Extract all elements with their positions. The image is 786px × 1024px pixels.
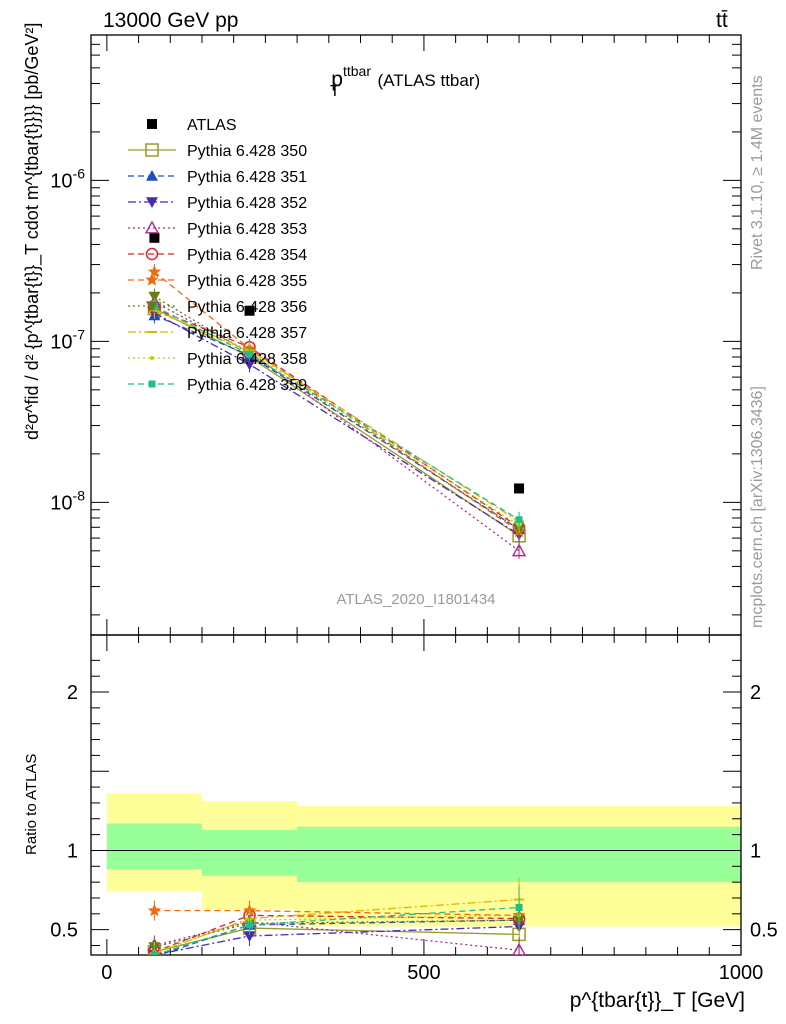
uncertainty-band-green <box>201 829 298 876</box>
y-tick-label: 2 <box>67 682 78 704</box>
legend-marker <box>147 331 157 333</box>
series-line <box>154 307 520 537</box>
legend-entry: Pythia 6.428 352 <box>128 195 307 212</box>
legend-marker <box>146 197 158 208</box>
y-tick-label: 10-7 <box>50 326 85 353</box>
ratio-point <box>150 951 158 955</box>
plot-title-main: p <box>331 68 343 91</box>
legend-label: Pythia 6.428 354 <box>187 247 307 264</box>
legend-entry: Pythia 6.428 358 <box>128 351 307 368</box>
process-label: tt̄ <box>716 9 728 32</box>
legend-entry: Pythia 6.428 359 <box>128 377 307 394</box>
legend-marker <box>144 220 160 234</box>
legend-marker <box>147 119 157 129</box>
y-axis-label-ratio: Ratio to ATLAS <box>23 754 40 855</box>
legend-label: Pythia 6.428 353 <box>187 221 307 238</box>
series-line <box>154 314 520 530</box>
ratio-point <box>512 942 526 955</box>
legend: ATLAS Pythia 6.428 350 Pythia 6.428 351 Pyt… <box>128 117 307 394</box>
data-point <box>511 543 527 557</box>
mcplots-label: mcplots.cern.ch [arXiv:1306.3436] <box>749 386 766 628</box>
legend-label: ATLAS <box>187 117 237 134</box>
analysis-label: ATLAS_2020_I1801434 <box>336 591 495 608</box>
legend-marker <box>145 143 159 157</box>
data-point <box>244 305 255 316</box>
x-tick-label: 0 <box>101 962 112 984</box>
ratio-series-pythia-6-428-359 <box>150 885 523 955</box>
ratio-frame <box>90 634 742 956</box>
legend-entry: Pythia 6.428 356 <box>128 299 307 316</box>
legend-entry: Pythia 6.428 350 <box>128 143 307 160</box>
data-point <box>246 350 254 358</box>
plot-title-sub: T <box>330 83 340 100</box>
legend-label: Pythia 6.428 352 <box>187 195 307 212</box>
data-point <box>149 232 160 243</box>
plot-title-rest: (ATLAS ttbar) <box>373 71 480 90</box>
legend-label: Pythia 6.428 351 <box>187 169 307 186</box>
ratio-series-group <box>147 877 526 955</box>
legend-entry: Pythia 6.428 355 <box>128 273 307 290</box>
legend-entry: ATLAS <box>147 117 237 134</box>
legend-label: Pythia 6.428 350 <box>187 143 307 160</box>
y-tick-label: 10-6 <box>50 165 85 192</box>
legend-label: Pythia 6.428 355 <box>187 273 307 290</box>
legend-marker <box>145 273 159 286</box>
ratio-line <box>154 906 520 955</box>
y-tick-label-right: 2 <box>750 682 761 704</box>
ratio-point <box>147 903 162 917</box>
y-tick-label-right: 0.5 <box>750 920 778 942</box>
legend-entry: Pythia 6.428 353 <box>128 220 307 238</box>
energy-label: 13000 GeV pp <box>103 9 238 32</box>
legend-entry: Pythia 6.428 357 <box>128 325 307 342</box>
plot-title: pttbar T (ATLAS ttbar) <box>330 63 480 100</box>
y-tick-label: 10-8 <box>50 487 85 514</box>
uncertainty-band-green <box>297 826 741 883</box>
y-tick-label: 0.5 <box>50 920 78 942</box>
legend-entry: Pythia 6.428 354 <box>128 247 307 264</box>
data-point <box>515 516 523 524</box>
ratio-point <box>243 931 256 942</box>
series-line <box>154 312 520 536</box>
legend-marker <box>146 301 158 312</box>
x-tick-label: 1000 <box>719 962 764 984</box>
x-axis-label: p^{tbar{t}}_T [GeV] <box>570 989 745 1012</box>
series-atlas <box>149 232 525 494</box>
ratio-panel: 0 500 1000 0.5 0.5 1 1 2 2 <box>50 634 778 984</box>
y-tick-label: 1 <box>67 840 78 862</box>
y-axis-label-main: d²σ^fid / d² {p^{tbar{t}}_T cdot m^{tbar… <box>22 23 43 440</box>
legend-marker <box>145 247 159 261</box>
legend-label: Pythia 6.428 356 <box>187 299 307 316</box>
ratio-point <box>515 903 523 911</box>
legend-label: Pythia 6.428 358 <box>187 351 307 368</box>
legend-marker <box>150 356 154 360</box>
series-line <box>154 301 520 552</box>
rivet-label: Rivet 3.1.10, ≥ 1.4M events <box>749 75 766 270</box>
legend-label: Pythia 6.428 359 <box>187 377 307 394</box>
uncertainty-band-green <box>106 823 202 870</box>
legend-marker <box>148 380 156 388</box>
legend-marker <box>146 170 158 181</box>
data-point <box>243 359 256 371</box>
plot-title-sup: ttbar <box>343 63 371 79</box>
y-tick-label-right: 1 <box>750 840 761 862</box>
series-line <box>154 305 520 521</box>
data-point <box>147 264 162 278</box>
ratio-point <box>246 921 254 929</box>
x-tick-label: 500 <box>407 962 440 984</box>
legend-label: Pythia 6.428 357 <box>187 325 307 342</box>
data-point <box>148 291 161 303</box>
legend-entry: Pythia 6.428 351 <box>128 169 307 186</box>
data-point <box>514 483 525 494</box>
